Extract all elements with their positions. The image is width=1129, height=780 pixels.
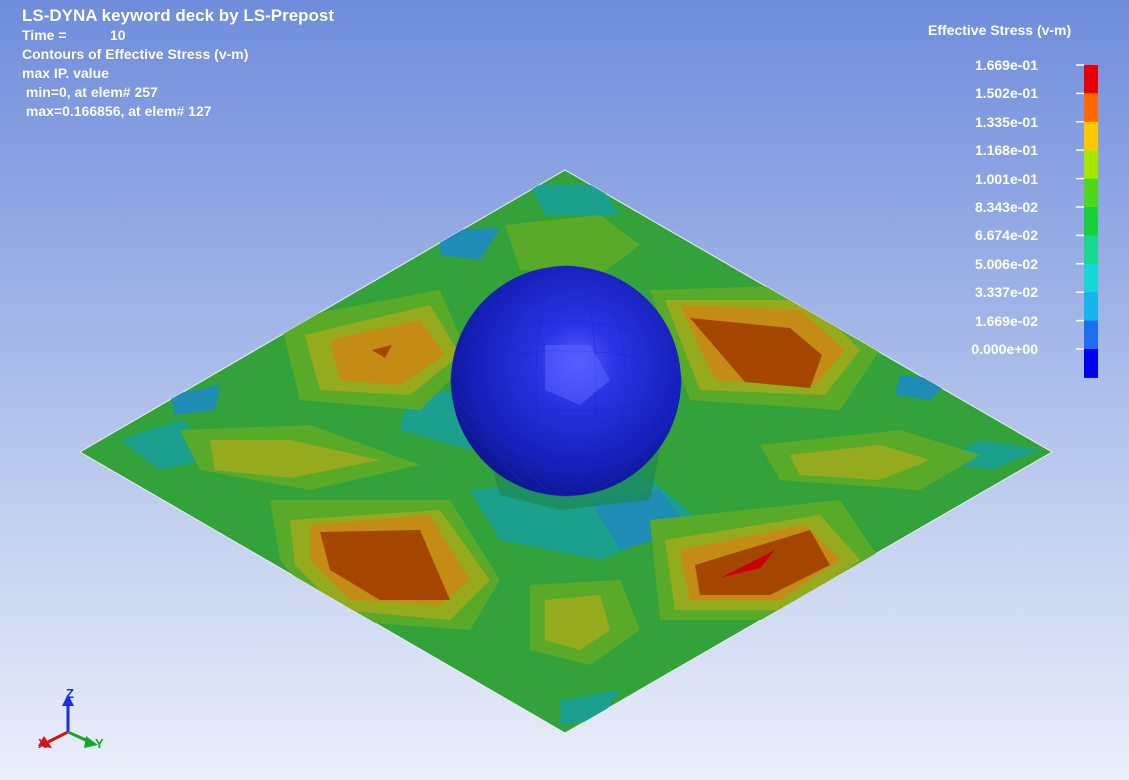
max-readout: max=0.166856, at elem# 127 — [22, 103, 212, 119]
legend-tick-label: 1.168e-01 — [974, 142, 1038, 159]
legend-tick-label: 0.000e+00 — [971, 341, 1038, 357]
legend-swatch — [1084, 93, 1098, 123]
legend-swatch — [1084, 320, 1098, 350]
legend-swatch — [1084, 263, 1098, 293]
legend-tick-label: 3.337e-02 — [974, 284, 1038, 301]
legend-tick-label: 1.669e-02 — [974, 312, 1038, 329]
legend-tick-label: 1.335e-01 — [974, 113, 1038, 130]
legend-swatch — [1084, 65, 1098, 94]
legend-swatch — [1084, 207, 1098, 236]
legend-tick-label: 5.006e-02 — [974, 255, 1038, 272]
legend-labels: 1.669e-01 1.502e-01 1.335e-01 1.168e-01 1.00… — [960, 0, 1080, 780]
z-axis-label: Z — [66, 686, 74, 701]
contour-label: Contours of Effective Stress (v-m) — [22, 46, 249, 62]
time-readout: Time = 10 — [22, 26, 334, 45]
legend-tick-label: 1.001e-01 — [974, 170, 1038, 187]
ip-label: max IP. value — [22, 65, 109, 81]
legend-tick-label: 1.669e-01 — [974, 57, 1038, 73]
sphere-impactor[interactable] — [450, 265, 682, 497]
min-readout: min=0, at elem# 257 — [22, 84, 158, 100]
legend-color-bar — [1076, 64, 1098, 378]
legend-title: Effective Stress (v-m) — [928, 22, 1072, 38]
time-label: Time = — [22, 27, 67, 43]
legend-tick-label: 6.674e-02 — [974, 227, 1038, 244]
y-axis-label: Y — [95, 736, 104, 751]
legend-tick-label: 8.343e-02 — [974, 199, 1038, 215]
legend-swatch — [1084, 178, 1098, 208]
legend-tick-label: 1.502e-01 — [974, 85, 1038, 102]
legend-swatch — [1084, 235, 1098, 265]
x-axis-label: X — [38, 736, 47, 751]
legend-swatch — [1084, 292, 1098, 322]
info-overlay: LS-DYNA keyword deck by LS-Prepost Time … — [22, 6, 334, 121]
axis-triad — [38, 694, 98, 748]
legend-swatch — [1084, 150, 1098, 180]
time-value: 10 — [110, 27, 126, 43]
legend-swatch — [1084, 349, 1098, 378]
legend-swatch — [1084, 121, 1098, 151]
deck-title: LS-DYNA keyword deck by LS-Prepost — [22, 6, 335, 25]
